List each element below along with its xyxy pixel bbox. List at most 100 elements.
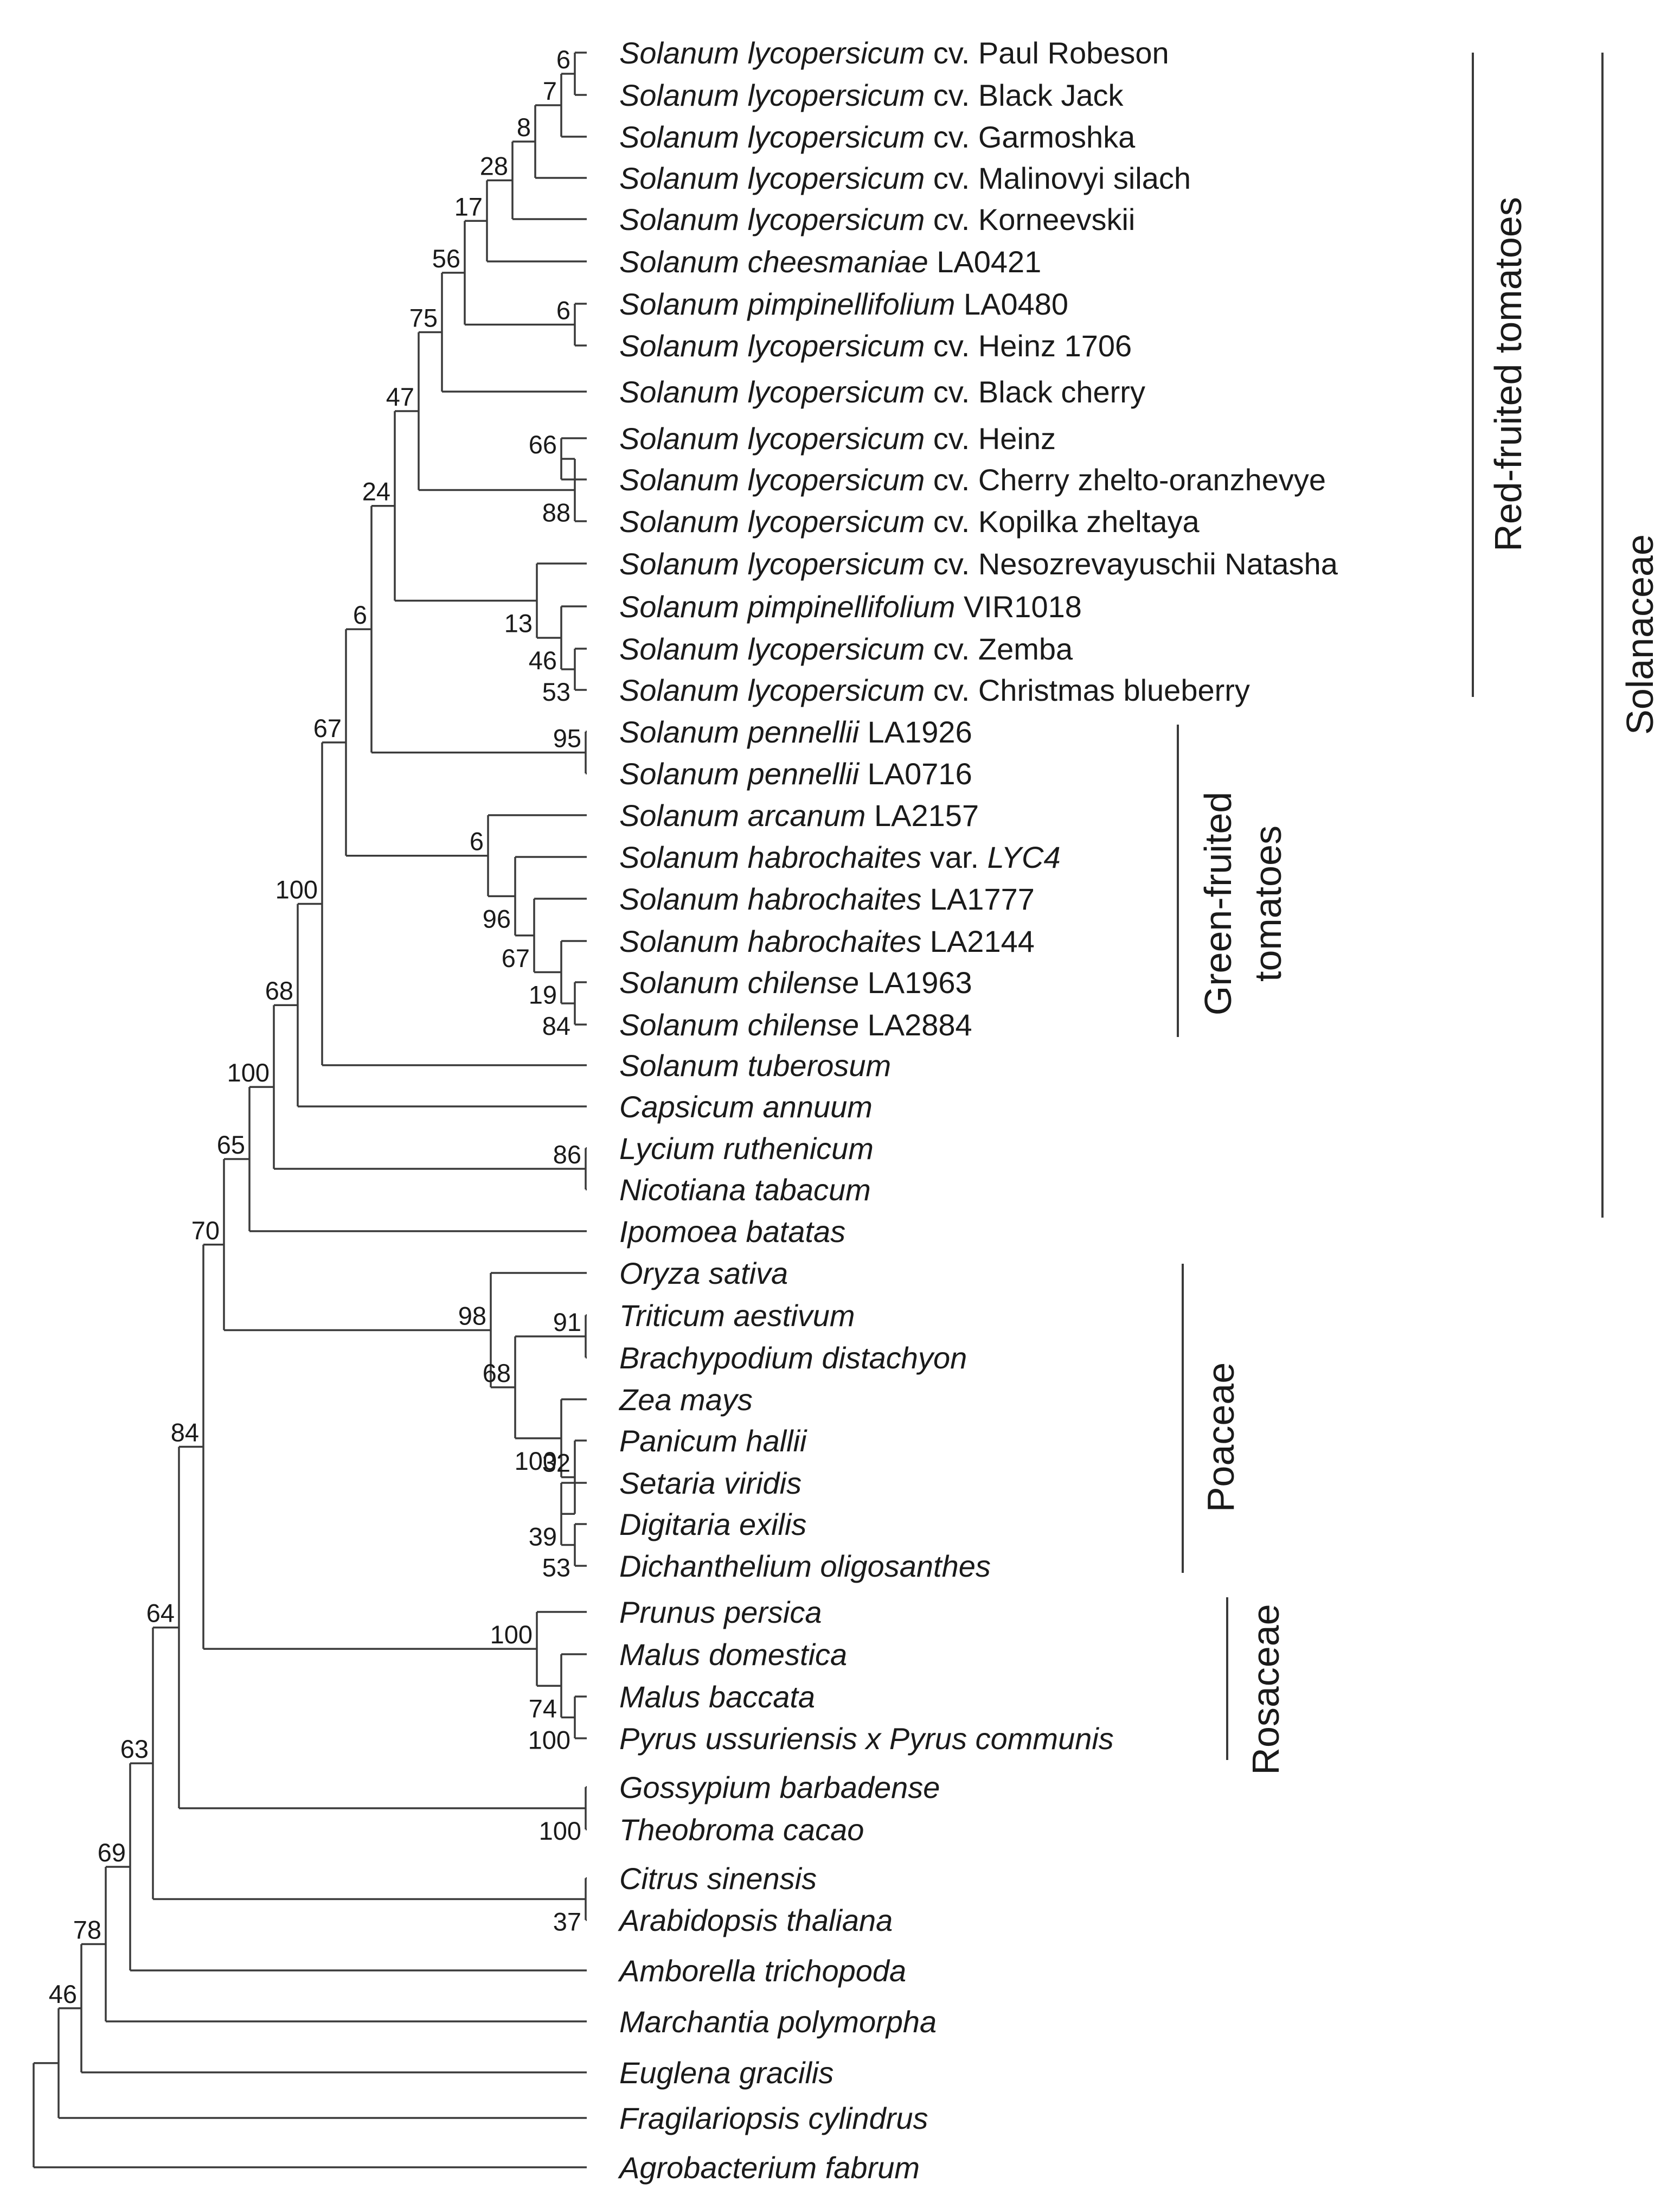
taxon-label: Malus domestica bbox=[619, 1637, 847, 1672]
taxon-species: Solanum cheesmaniae bbox=[619, 245, 928, 279]
taxon-accession: LA0716 bbox=[859, 757, 972, 791]
taxon-label: Panicum hallii bbox=[619, 1424, 807, 1458]
taxon-label: Brachypodium distachyon bbox=[619, 1341, 967, 1375]
taxon-label: Solanum cheesmaniae LA0421 bbox=[619, 245, 1041, 279]
taxon-species: Solanum pimpinellifolium bbox=[619, 287, 955, 321]
taxon-label: Solanum chilense LA2884 bbox=[619, 1008, 972, 1042]
taxon-species: Ipomoea batatas bbox=[619, 1214, 845, 1249]
green-fruited-label-line2: tomatoes bbox=[1247, 825, 1289, 982]
bootstrap-value: 37 bbox=[553, 1908, 581, 1936]
bootstrap-value: 84 bbox=[171, 1418, 199, 1446]
taxon-accession: cv. Nesozrevayuschii Natasha bbox=[925, 547, 1338, 581]
bootstrap-value: 28 bbox=[480, 152, 508, 181]
taxon-species: Solanum lycopersicum bbox=[619, 36, 925, 70]
taxon-label: Solanum lycopersicum cv. Paul Robeson bbox=[619, 36, 1169, 70]
taxon-species: Fragilariopsis cylindrus bbox=[619, 2101, 928, 2135]
taxon-species: Malus baccata bbox=[619, 1680, 815, 1714]
bootstrap-value: 100 bbox=[539, 1816, 581, 1845]
taxon-label: Solanum lycopersicum cv. Zemba bbox=[619, 632, 1073, 666]
taxon-label: Solanum lycopersicum cv. Black cherry bbox=[619, 375, 1145, 409]
taxon-label: Agrobacterium fabrum bbox=[618, 2150, 920, 2185]
bootstrap-value: 13 bbox=[504, 609, 533, 638]
taxon-label: Solanum pennellii LA1926 bbox=[619, 715, 972, 749]
taxon-label: Nicotiana tabacum bbox=[619, 1173, 871, 1207]
taxon-label: Solanum habrochaites LA1777 bbox=[619, 882, 1035, 916]
bootstrap-value: 53 bbox=[542, 1553, 570, 1582]
bootstrap-value: 24 bbox=[362, 477, 390, 506]
taxon-label: Malus baccata bbox=[619, 1680, 815, 1714]
taxon-label: Gossypium barbadense bbox=[619, 1770, 940, 1804]
taxon-label: Amborella trichopoda bbox=[618, 1954, 906, 1988]
taxon-label: Oryza sativa bbox=[619, 1256, 788, 1290]
taxon-label: Digitaria exilis bbox=[619, 1507, 806, 1541]
taxon-species: Solanum arcanum bbox=[619, 798, 865, 833]
taxon-accession: var. bbox=[921, 840, 987, 874]
taxon-species: Solanum lycopersicum bbox=[619, 120, 925, 154]
bootstrap-value: 68 bbox=[265, 976, 293, 1005]
taxon-label: Pyrus ussuriensis x Pyrus communis bbox=[619, 1721, 1114, 1756]
taxon-species: Solanum habrochaites bbox=[619, 840, 921, 874]
taxon-label: Arabidopsis thaliana bbox=[618, 1903, 893, 1937]
bootstrap-value: 8 bbox=[517, 113, 531, 142]
taxon-species: Triticum aestivum bbox=[619, 1298, 855, 1333]
taxon-label: Solanum arcanum LA2157 bbox=[619, 798, 979, 833]
taxon-species: Citrus sinensis bbox=[619, 1861, 817, 1896]
green-fruited-label-line1: Green-fruited bbox=[1197, 792, 1239, 1015]
clade-brackets: Red-fruited tomatoes Green-fruited tomat… bbox=[1177, 53, 1661, 1775]
taxon-accession: LA0421 bbox=[928, 245, 1042, 279]
taxon-species: Marchantia polymorpha bbox=[619, 2005, 937, 2039]
bootstrap-value: 46 bbox=[529, 646, 557, 675]
bootstrap-value: 95 bbox=[553, 724, 581, 753]
taxon-accession: cv. Korneevskii bbox=[925, 202, 1135, 236]
taxon-accession: cv. Christmas blueberry bbox=[925, 673, 1250, 707]
taxon-species: Amborella trichopoda bbox=[618, 1954, 906, 1988]
taxon-species: Solanum chilense bbox=[619, 1008, 859, 1042]
bootstrap-value: 65 bbox=[217, 1130, 245, 1159]
bootstrap-values: 6782817656756688475346132469584196796667… bbox=[49, 45, 581, 2008]
taxon-species: Pyrus ussuriensis x Pyrus communis bbox=[619, 1721, 1114, 1756]
taxon-species: Arabidopsis thaliana bbox=[618, 1903, 893, 1937]
bootstrap-value: 67 bbox=[502, 944, 530, 972]
taxon-species: Solanum lycopersicum bbox=[619, 547, 925, 581]
taxon-accession: LA1963 bbox=[859, 965, 972, 1000]
bootstrap-value: 86 bbox=[553, 1140, 581, 1169]
taxon-label: Euglena gracilis bbox=[619, 2056, 833, 2090]
taxon-species: Solanum lycopersicum bbox=[619, 329, 925, 363]
bootstrap-value: 47 bbox=[386, 382, 414, 411]
bootstrap-value: 100 bbox=[490, 1620, 533, 1649]
taxon-species: Malus domestica bbox=[619, 1637, 847, 1672]
taxon-accession: cv. Black Jack bbox=[925, 78, 1124, 112]
taxon-label: Fragilariopsis cylindrus bbox=[619, 2101, 928, 2135]
bootstrap-value: 6 bbox=[556, 45, 570, 74]
taxon-label: Solanum lycopersicum cv. Garmoshka bbox=[619, 120, 1136, 154]
taxon-accession: LA1926 bbox=[859, 715, 972, 749]
taxon-label: Capsicum annuum bbox=[619, 1090, 873, 1124]
taxon-species: Solanum pennellii bbox=[619, 715, 860, 749]
taxon-label: Solanum lycopersicum cv. Cherry zhelto-o… bbox=[619, 463, 1326, 497]
taxon-accession: VIR1018 bbox=[955, 590, 1082, 624]
taxon-species: Brachypodium distachyon bbox=[619, 1341, 967, 1375]
taxon-label: Citrus sinensis bbox=[619, 1861, 817, 1896]
taxon-species: Solanum lycopersicum bbox=[619, 161, 925, 195]
taxon-label: Solanum lycopersicum cv. Black Jack bbox=[619, 78, 1124, 112]
bootstrap-value: 75 bbox=[409, 303, 438, 332]
bootstrap-value: 100 bbox=[275, 875, 318, 904]
taxon-species: Zea mays bbox=[618, 1382, 753, 1417]
taxon-labels: Solanum lycopersicum cv. Paul RobesonSol… bbox=[618, 36, 1338, 2185]
bootstrap-value: 7 bbox=[543, 76, 557, 105]
bootstrap-value: 63 bbox=[120, 1734, 149, 1763]
taxon-species: Solanum lycopersicum bbox=[619, 463, 925, 497]
taxon-label: Solanum tuberosum bbox=[619, 1048, 891, 1083]
taxon-species: Nicotiana tabacum bbox=[619, 1173, 871, 1207]
taxon-label: Dichanthelium oligosanthes bbox=[619, 1549, 991, 1583]
solanaceae-label: Solanaceae bbox=[1619, 534, 1661, 735]
taxon-label: Solanum lycopersicum cv. Heinz 1706 bbox=[619, 329, 1132, 363]
tree-branches bbox=[33, 52, 587, 2168]
taxon-species: Solanum pennellii bbox=[619, 757, 860, 791]
taxon-label: Solanum habrochaites var. LYC4 bbox=[619, 840, 1061, 874]
taxon-label: Solanum lycopersicum cv. Korneevskii bbox=[619, 202, 1135, 236]
taxon-species: Prunus persica bbox=[619, 1595, 822, 1629]
taxon-label: Marchantia polymorpha bbox=[619, 2005, 937, 2039]
taxon-species: Solanum lycopersicum bbox=[619, 421, 925, 456]
